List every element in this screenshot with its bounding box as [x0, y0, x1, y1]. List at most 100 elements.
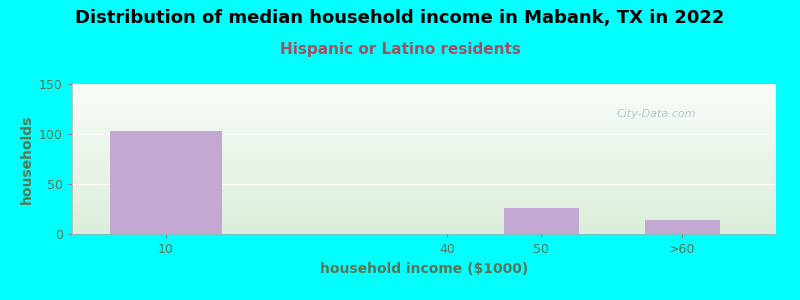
Y-axis label: households: households	[19, 114, 34, 204]
Bar	[72, 179, 776, 180]
Bar	[72, 169, 776, 170]
Bar	[72, 104, 776, 105]
Bar	[72, 194, 776, 195]
Bar	[72, 89, 776, 90]
Bar	[72, 153, 776, 154]
X-axis label: household income ($1000): household income ($1000)	[320, 262, 528, 276]
Bar	[72, 213, 776, 214]
Bar	[72, 117, 776, 118]
Bar	[72, 200, 776, 201]
Bar	[72, 130, 776, 131]
Bar	[72, 149, 776, 150]
Bar	[72, 121, 776, 122]
Bar	[72, 207, 776, 208]
Bar	[72, 93, 776, 94]
Bar	[72, 134, 776, 135]
Bar	[72, 141, 776, 142]
Bar	[72, 114, 776, 115]
Bar	[72, 123, 776, 124]
Bar	[72, 185, 776, 186]
Bar	[72, 105, 776, 106]
Bar	[72, 216, 776, 217]
Bar	[72, 128, 776, 129]
Bar	[72, 143, 776, 144]
Bar	[72, 217, 776, 218]
Bar	[72, 155, 776, 156]
Bar	[72, 176, 776, 177]
Bar	[72, 139, 776, 140]
Bar	[72, 232, 776, 233]
Bar	[72, 147, 776, 148]
Bar	[72, 85, 776, 86]
Bar	[72, 231, 776, 232]
Bar	[72, 124, 776, 125]
Bar	[72, 212, 776, 213]
Bar	[72, 228, 776, 229]
Bar	[72, 94, 776, 95]
Bar	[72, 122, 776, 123]
Bar	[72, 191, 776, 192]
Bar	[72, 211, 776, 212]
Bar	[72, 220, 776, 221]
Bar	[72, 142, 776, 143]
Bar	[72, 188, 776, 189]
Bar	[72, 178, 776, 179]
Bar	[72, 120, 776, 121]
Bar	[72, 92, 776, 93]
Bar	[72, 154, 776, 155]
Bar	[72, 199, 776, 200]
Bar	[72, 165, 776, 166]
Bar	[72, 113, 776, 114]
Bar	[72, 125, 776, 126]
Bar	[72, 187, 776, 188]
Bar	[72, 97, 776, 98]
Bar	[72, 145, 776, 146]
Bar	[72, 214, 776, 215]
Bar	[72, 168, 776, 169]
Bar	[72, 221, 776, 222]
Bar	[72, 126, 776, 127]
Bar	[72, 215, 776, 216]
Bar	[72, 157, 776, 158]
Bar	[72, 201, 776, 202]
Bar	[72, 210, 776, 211]
Bar	[72, 159, 776, 160]
Bar	[72, 158, 776, 159]
Bar	[72, 205, 776, 206]
Bar	[72, 170, 776, 171]
Bar	[72, 190, 776, 191]
Bar	[72, 161, 776, 162]
Bar	[72, 203, 776, 204]
Bar	[72, 86, 776, 87]
Bar	[72, 225, 776, 226]
Bar	[72, 107, 776, 108]
Bar	[504, 208, 579, 234]
Bar	[72, 162, 776, 163]
Bar	[72, 118, 776, 119]
Bar	[72, 140, 776, 141]
Bar	[72, 218, 776, 219]
Bar	[72, 167, 776, 168]
Bar	[72, 99, 776, 100]
Bar	[110, 131, 222, 234]
Bar	[72, 90, 776, 91]
Bar	[72, 195, 776, 196]
Bar	[72, 148, 776, 149]
Bar	[72, 182, 776, 183]
Bar	[72, 172, 776, 173]
Bar	[72, 152, 776, 153]
Bar	[72, 144, 776, 145]
Bar	[72, 146, 776, 147]
Text: City-Data.com: City-Data.com	[617, 109, 696, 119]
Bar	[72, 233, 776, 234]
Bar	[72, 133, 776, 134]
Bar	[72, 136, 776, 137]
Bar	[72, 186, 776, 187]
Bar	[72, 180, 776, 181]
Bar	[72, 88, 776, 89]
Bar	[72, 110, 776, 111]
Bar	[72, 183, 776, 184]
Bar	[72, 174, 776, 175]
Bar	[72, 156, 776, 157]
Bar	[72, 135, 776, 136]
